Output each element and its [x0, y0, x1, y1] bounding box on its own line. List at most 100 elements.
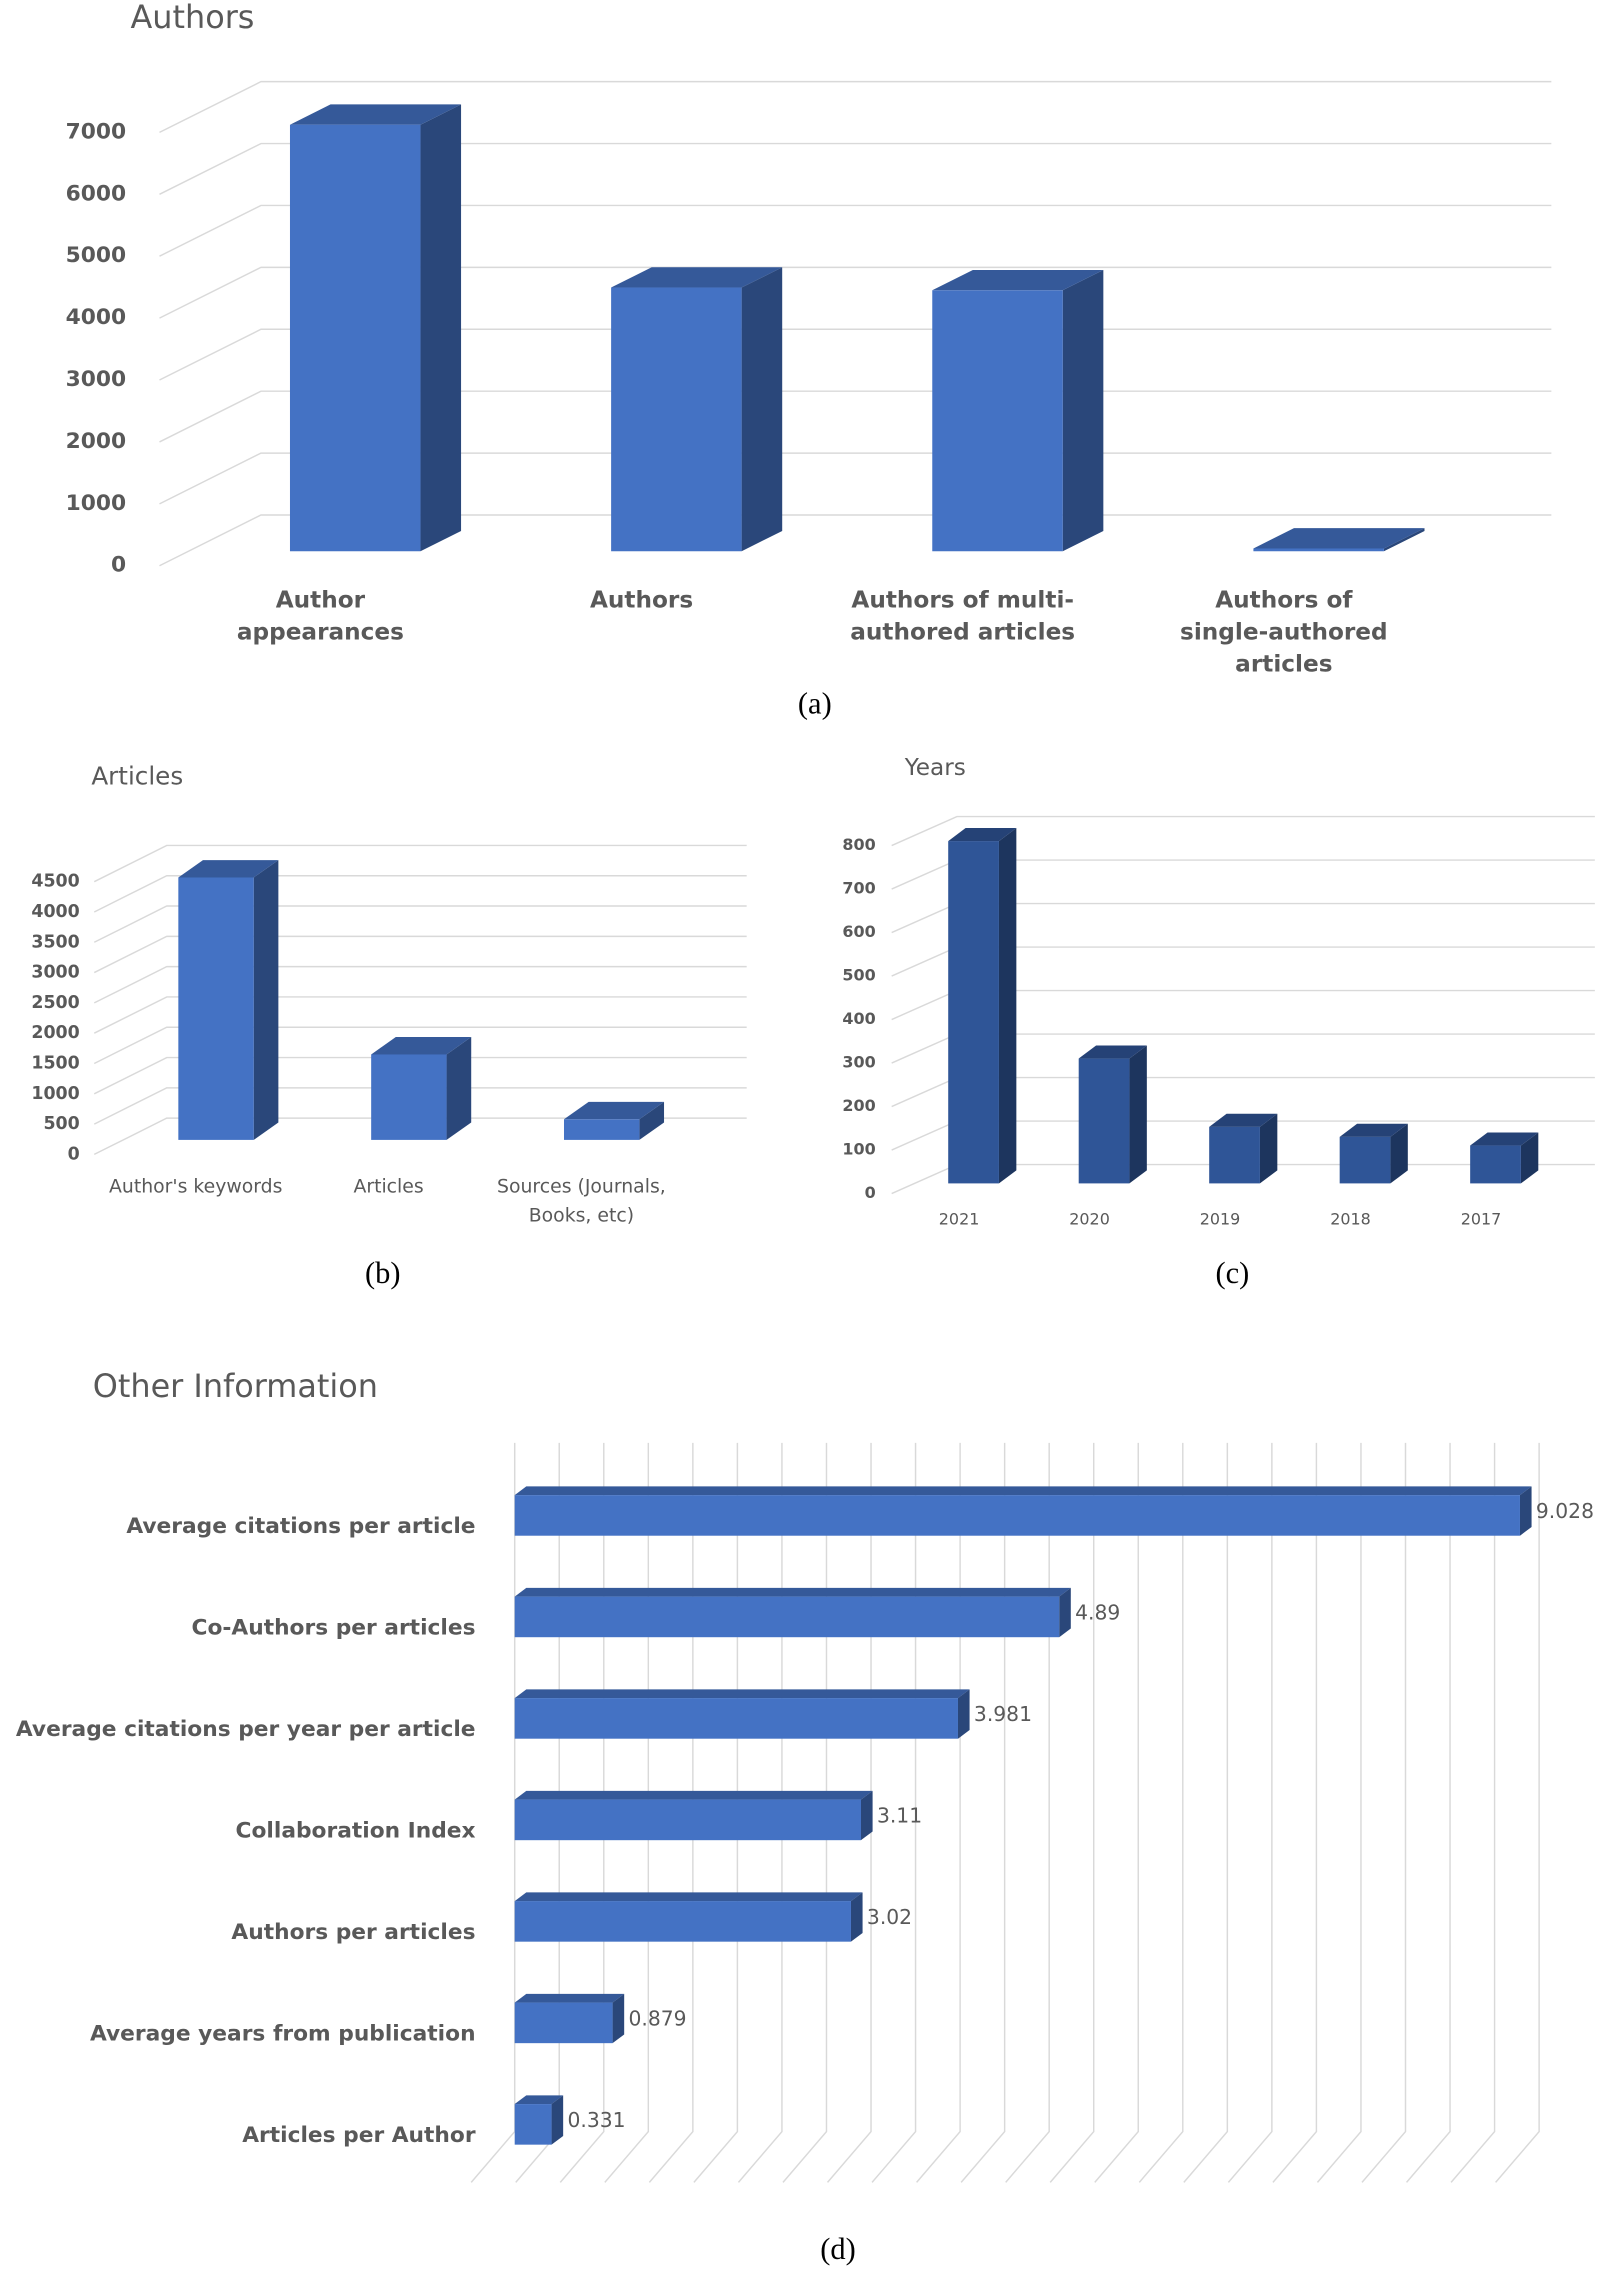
y-tick-label: Authors per articles: [231, 1920, 475, 1945]
chart-title: Articles: [91, 761, 183, 790]
x-tick-label: Articles: [353, 1176, 423, 1197]
bar: [563, 1119, 640, 1140]
data-label: 4.89: [1075, 1601, 1120, 1625]
y-tick-label: 700: [842, 879, 875, 898]
bar: [289, 124, 421, 552]
caption: (b): [365, 1256, 401, 1290]
grid-line: [782, 1442, 828, 2183]
bar-side: [1059, 1587, 1071, 1638]
y-tick-label: 300: [842, 1053, 875, 1072]
y-tick-label: 1000: [66, 491, 127, 516]
bar-side: [860, 1790, 873, 1841]
grid-line: [693, 1442, 739, 2183]
grid-line: [93, 1087, 747, 1125]
grid-line: [1005, 1442, 1050, 2183]
bar-top: [514, 1486, 1532, 1496]
y-tick-label: 1500: [31, 1053, 79, 1073]
bar: [1078, 1058, 1130, 1184]
caption: (c): [1215, 1256, 1249, 1290]
data-label: 3.11: [877, 1803, 922, 1827]
y-tick-label: 5000: [66, 243, 127, 268]
y-tick-label: 4000: [66, 305, 127, 330]
bar-side: [1259, 1113, 1278, 1184]
grid-line: [1316, 1442, 1362, 2183]
bar: [178, 877, 254, 1140]
y-tick-label: Average years from publication: [90, 2021, 476, 2046]
y-tick-label: 3000: [31, 963, 79, 983]
y-tick-label: 3000: [66, 367, 127, 392]
grid-line: [604, 1442, 650, 2183]
y-tick-label: Co-Authors per articles: [192, 1616, 476, 1641]
bar-top: [932, 270, 1104, 291]
y-tick-label: 600: [842, 922, 875, 941]
y-tick-label: Average citations per article: [126, 1514, 475, 1539]
bar-side: [253, 860, 279, 1140]
x-tick-label: 2018: [1330, 1209, 1371, 1228]
bar-side: [957, 1689, 970, 1739]
grid-line: [826, 1442, 872, 2183]
grid-line: [159, 266, 1552, 319]
y-tick-label: 6000: [66, 181, 127, 206]
grid-line: [93, 905, 747, 943]
bar-top: [1253, 528, 1425, 549]
grid-line: [93, 935, 747, 974]
grid-line: [1450, 1442, 1496, 2183]
x-tick-label: Sources (Journals, Books, etc): [497, 1176, 666, 1226]
grid-line: [159, 204, 1552, 257]
bar: [1339, 1136, 1391, 1184]
bar-side: [446, 1037, 472, 1140]
caption: (d): [820, 2232, 856, 2266]
bar-side: [1129, 1045, 1147, 1184]
data-label: 3.981: [974, 1702, 1032, 1726]
y-tick-label: 0: [865, 1183, 876, 1202]
y-tick-label: 3500: [31, 932, 79, 952]
bar-top: [371, 1037, 472, 1055]
grid-line: [916, 1442, 961, 2183]
y-tick-label: 500: [842, 966, 875, 985]
x-tick-label: Authors of multi-authored articles: [850, 586, 1075, 645]
x-tick-label: 2020: [1069, 1209, 1110, 1228]
grid-line: [93, 1117, 747, 1156]
bar-top: [289, 104, 462, 125]
grid-line: [159, 452, 1552, 505]
bar-side: [998, 828, 1017, 1184]
grid-line: [737, 1442, 783, 2183]
bar-side: [612, 1993, 625, 2044]
chart-title: Other Information: [93, 1367, 378, 1405]
bar-top: [178, 860, 279, 878]
bar-top: [611, 267, 783, 288]
data-label: 3.02: [867, 1905, 912, 1929]
bar-top: [1078, 1045, 1147, 1059]
bar: [514, 1799, 861, 1841]
y-tick-label: 4000: [31, 902, 79, 922]
y-tick-label: 4500: [31, 872, 79, 892]
y-tick-label: 100: [842, 1140, 875, 1159]
bar: [371, 1054, 447, 1140]
bar: [514, 2104, 552, 2145]
x-tick-label: 2021: [939, 1209, 980, 1228]
bar-side: [1519, 1486, 1532, 1536]
y-tick-label: 800: [842, 835, 875, 854]
bar-top: [514, 2095, 564, 2105]
grid-line: [159, 390, 1552, 443]
bar-top: [563, 1101, 665, 1120]
y-tick-label: 400: [842, 1009, 875, 1028]
bar-side: [420, 104, 462, 552]
y-tick-label: 1000: [31, 1084, 79, 1104]
x-tick-label: 2019: [1200, 1209, 1241, 1228]
x-tick-label: Author's keywords: [109, 1176, 282, 1197]
grid-line: [93, 965, 747, 1004]
bar-top: [1339, 1123, 1408, 1137]
bar: [514, 1901, 851, 1942]
grid-line: [1049, 1442, 1095, 2183]
bar-top: [948, 828, 1017, 842]
grid-line: [648, 1442, 694, 2183]
grid-line: [470, 1442, 516, 2183]
grid-line: [1094, 1442, 1139, 2183]
bar-side: [850, 1892, 863, 1942]
bar-side: [1062, 270, 1104, 552]
bar-top: [514, 1587, 1071, 1597]
bar-side: [551, 2095, 564, 2145]
grid-line: [93, 844, 747, 883]
